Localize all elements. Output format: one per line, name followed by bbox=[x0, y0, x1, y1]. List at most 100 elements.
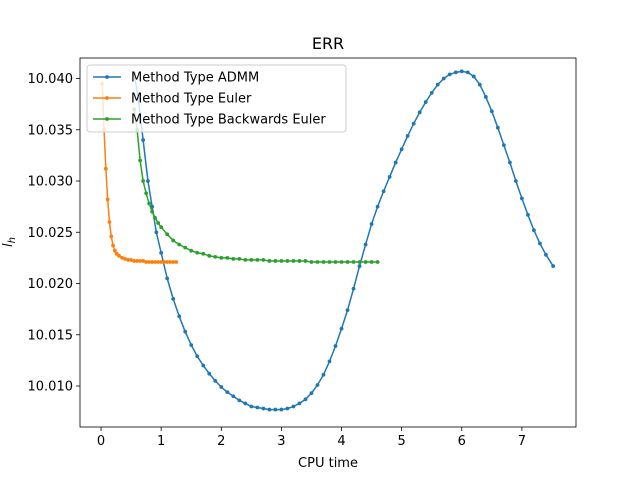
data-point bbox=[154, 230, 159, 235]
data-point bbox=[363, 260, 368, 264]
data-point bbox=[147, 201, 152, 206]
x-tick-label: 3 bbox=[277, 434, 285, 449]
data-point bbox=[297, 259, 302, 263]
data-point bbox=[267, 259, 272, 263]
data-point bbox=[129, 258, 134, 262]
data-point bbox=[165, 260, 170, 264]
series-line bbox=[133, 70, 554, 411]
data-point bbox=[321, 260, 326, 264]
data-point bbox=[477, 82, 482, 87]
data-point bbox=[538, 241, 542, 246]
data-point bbox=[147, 260, 152, 264]
data-point bbox=[243, 401, 248, 406]
data-point bbox=[471, 74, 476, 79]
data-point bbox=[465, 70, 470, 75]
data-point bbox=[201, 251, 206, 256]
data-point bbox=[291, 404, 296, 409]
data-point bbox=[393, 160, 398, 165]
data-point bbox=[225, 255, 230, 260]
data-point bbox=[279, 259, 284, 263]
data-point bbox=[183, 329, 188, 334]
data-point bbox=[369, 222, 374, 226]
data-point bbox=[339, 326, 344, 331]
data-point bbox=[501, 143, 506, 148]
x-tick-label: 6 bbox=[458, 434, 466, 449]
data-point bbox=[126, 258, 130, 262]
data-point bbox=[201, 363, 206, 368]
data-point bbox=[153, 216, 158, 220]
x-tick-label: 7 bbox=[518, 434, 526, 449]
data-point bbox=[261, 258, 266, 262]
data-point bbox=[375, 204, 380, 209]
data-point bbox=[177, 242, 182, 247]
data-point bbox=[103, 166, 108, 171]
data-point bbox=[345, 308, 350, 313]
x-tick-label: 2 bbox=[217, 434, 225, 449]
data-point bbox=[261, 406, 266, 411]
legend-marker bbox=[105, 75, 109, 79]
data-point bbox=[237, 398, 242, 403]
data-point bbox=[357, 264, 362, 268]
data-point bbox=[447, 72, 452, 77]
data-point bbox=[351, 286, 356, 291]
y-axis-label: lh bbox=[1, 237, 18, 247]
data-point bbox=[309, 391, 314, 396]
data-point bbox=[189, 343, 194, 347]
data-point bbox=[156, 260, 161, 264]
data-point bbox=[303, 259, 308, 263]
data-point bbox=[156, 221, 161, 225]
data-point bbox=[495, 125, 500, 130]
plot-frame bbox=[79, 57, 577, 428]
data-point bbox=[333, 260, 338, 264]
data-point bbox=[417, 110, 422, 115]
data-point bbox=[159, 260, 164, 264]
data-point bbox=[120, 255, 124, 260]
data-point bbox=[279, 407, 284, 412]
legend-entry: Method Type Euler bbox=[131, 92, 252, 107]
data-point bbox=[237, 257, 242, 261]
data-point bbox=[339, 260, 344, 264]
data-point bbox=[453, 70, 458, 75]
data-point bbox=[177, 314, 182, 319]
data-point bbox=[327, 260, 332, 264]
data-point bbox=[174, 260, 179, 264]
y-axis-label-main: l bbox=[1, 243, 16, 247]
data-point bbox=[138, 259, 143, 263]
data-point bbox=[150, 209, 155, 214]
data-point bbox=[267, 407, 272, 412]
legend-entry: Method Type ADMM bbox=[131, 71, 259, 86]
data-point bbox=[141, 259, 146, 263]
data-point bbox=[183, 245, 188, 250]
legend: Method Type ADMM Method Type Euler Method … bbox=[86, 64, 347, 133]
data-point bbox=[489, 109, 494, 114]
data-point bbox=[273, 259, 278, 263]
data-point bbox=[459, 69, 464, 74]
data-point bbox=[207, 253, 212, 258]
data-point bbox=[207, 371, 212, 376]
data-point bbox=[141, 179, 146, 183]
data-point bbox=[195, 354, 200, 359]
data-point bbox=[369, 260, 374, 264]
data-point bbox=[195, 250, 200, 255]
data-point bbox=[363, 242, 368, 247]
data-point bbox=[375, 260, 380, 264]
data-point bbox=[168, 260, 173, 264]
legend-entry: Method Type Backwards Euler bbox=[131, 113, 326, 128]
data-point bbox=[213, 378, 218, 383]
data-point bbox=[135, 259, 140, 263]
data-point bbox=[231, 257, 236, 261]
data-point bbox=[411, 121, 416, 126]
x-tick-label: 4 bbox=[337, 434, 345, 449]
y-tick-label: 10.035 bbox=[28, 123, 74, 138]
data-point bbox=[117, 253, 121, 258]
data-point bbox=[483, 95, 488, 99]
data-point bbox=[399, 147, 404, 152]
data-point bbox=[387, 175, 392, 179]
data-point bbox=[435, 82, 440, 87]
x-tick-label: 0 bbox=[97, 434, 105, 449]
data-point bbox=[109, 234, 114, 239]
data-point bbox=[544, 252, 548, 257]
data-point bbox=[513, 179, 518, 183]
data-point bbox=[327, 359, 332, 364]
